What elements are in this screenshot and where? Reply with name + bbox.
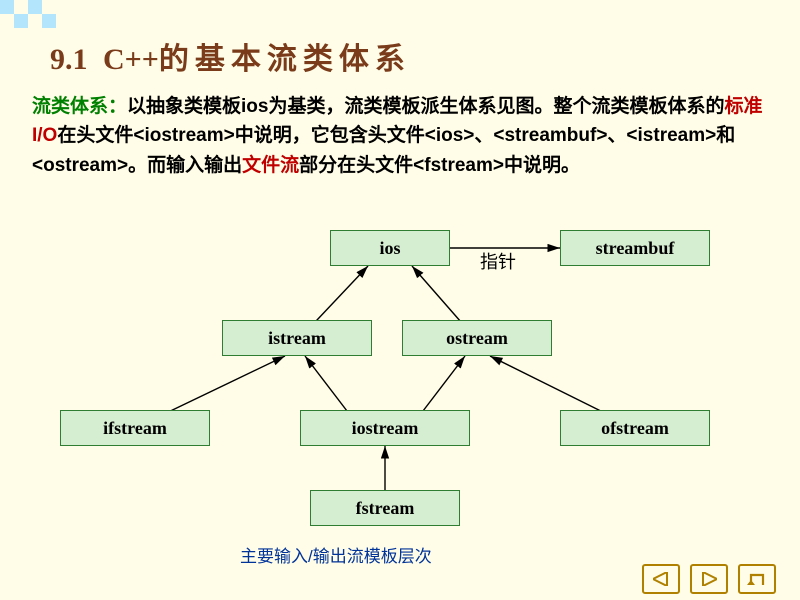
diagram-caption: 主要输入/输出流模板层次 <box>240 542 432 567</box>
return-button[interactable] <box>738 564 776 594</box>
para-t2: 以抽象类模板ios为基类，流类模板派生体系见图。整个流类模板体系的 <box>127 96 724 117</box>
node-ios: ios <box>330 230 450 266</box>
node-label: ifstream <box>103 418 167 439</box>
node-iostream: iostream <box>300 410 470 446</box>
pointer-label: 指针 <box>480 248 516 274</box>
title-number: 9.1 <box>50 43 88 76</box>
node-streambuf: streambuf <box>560 230 710 266</box>
node-fstream: fstream <box>310 490 460 526</box>
prev-button[interactable] <box>642 564 680 594</box>
node-label: ofstream <box>601 418 669 439</box>
para-lead: 流类体系： <box>32 96 127 117</box>
triangle-left-icon <box>653 572 669 586</box>
return-icon <box>747 571 767 587</box>
para-t6: 部分在头文件<fstream>中说明。 <box>299 155 580 176</box>
page-title: 9.1 C++的基本流类体系 <box>50 34 411 78</box>
node-ifstream: ifstream <box>60 410 210 446</box>
node-label: streambuf <box>596 238 675 259</box>
node-label: fstream <box>356 498 415 519</box>
title-cpp: C++ <box>103 43 159 76</box>
node-label: ios <box>379 238 400 259</box>
node-ostream: ostream <box>402 320 552 356</box>
next-button[interactable] <box>690 564 728 594</box>
node-ofstream: ofstream <box>560 410 710 446</box>
class-hierarchy-diagram: ios streambuf istream ostream ifstream i… <box>0 220 800 560</box>
node-label: ostream <box>446 328 508 349</box>
title-chinese: 的基本流类体系 <box>159 43 411 76</box>
node-istream: istream <box>222 320 372 356</box>
body-paragraph: 流类体系：以抽象类模板ios为基类，流类模板派生体系见图。整个流类模板体系的标准… <box>32 92 772 180</box>
node-label: iostream <box>352 418 419 439</box>
para-hl-file: 文件流 <box>242 155 299 176</box>
corner-decoration <box>0 0 58 28</box>
nav-bar <box>642 564 776 594</box>
triangle-right-icon <box>701 572 717 586</box>
node-label: istream <box>268 328 326 349</box>
